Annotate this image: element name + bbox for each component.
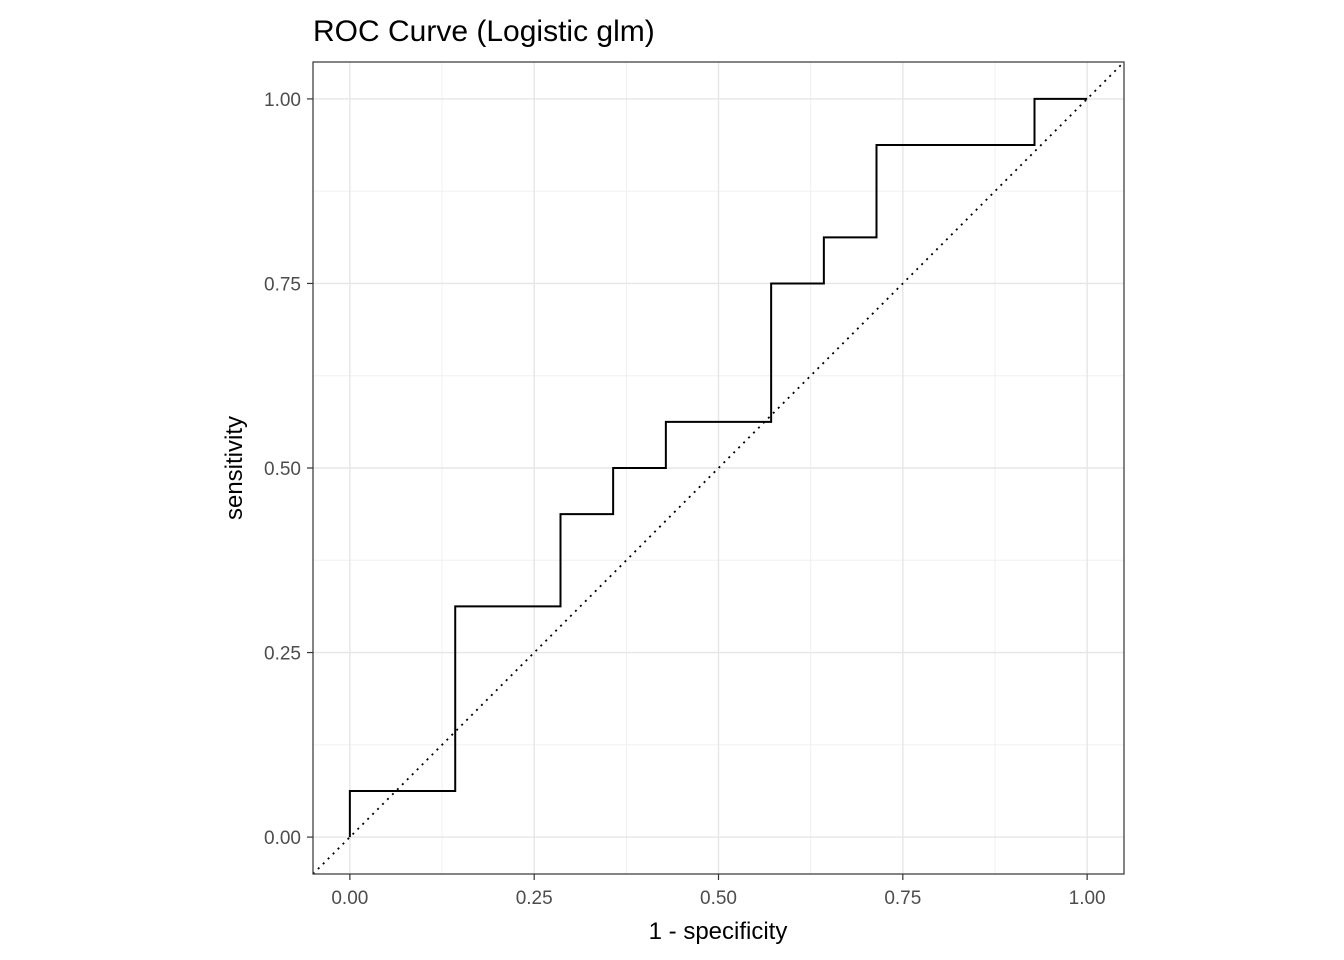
y-tick-label: 0.25 (264, 644, 301, 665)
y-axis-title: sensitivity (221, 416, 248, 520)
x-tick-label: 1.00 (1069, 888, 1106, 909)
roc-curve-line (348, 97, 1088, 838)
y-tick-label: 1.00 (264, 90, 301, 111)
series-layer (313, 62, 1124, 874)
x-axis: 0.00 0.25 0.50 0.75 1.00 (331, 874, 1106, 909)
y-tick-label: 0.00 (264, 828, 301, 849)
y-tick-label: 0.50 (264, 459, 301, 480)
chart-title: ROC Curve (Logistic glm) (313, 15, 655, 48)
x-tick-label: 0.50 (700, 888, 737, 909)
x-tick-label: 0.75 (884, 888, 921, 909)
x-tick-label: 0.25 (516, 888, 553, 909)
major-gridlines (313, 62, 1124, 874)
y-axis: 0.00 0.25 0.50 0.75 1.00 (264, 90, 313, 849)
x-axis-title: 1 - specificity (649, 918, 788, 945)
y-tick-label: 0.75 (264, 274, 301, 295)
x-tick-label: 0.00 (331, 888, 368, 909)
